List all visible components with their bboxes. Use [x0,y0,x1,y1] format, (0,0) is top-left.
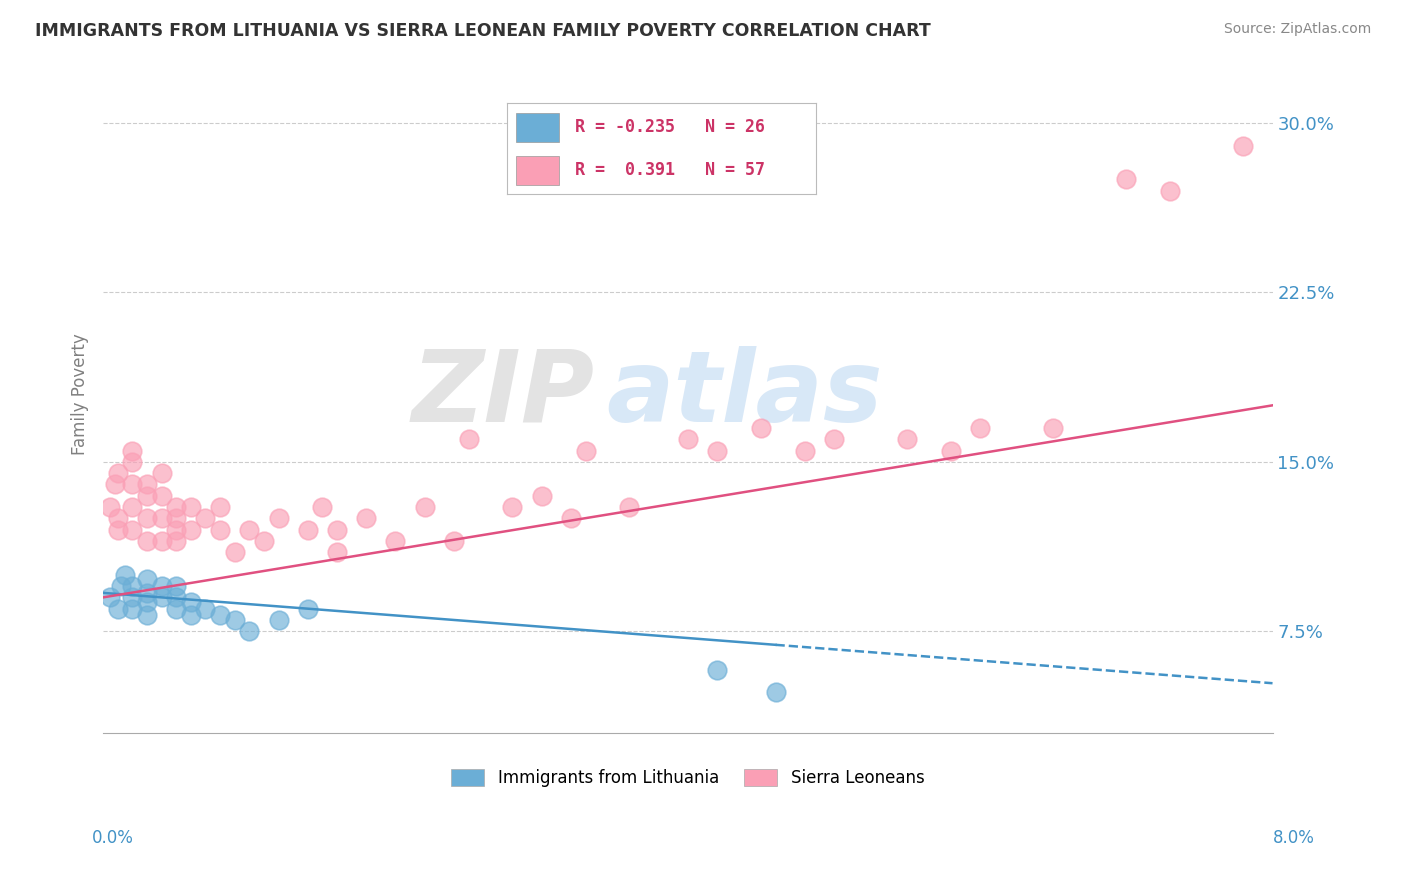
Point [121,455,143,469]
Point [457,432,479,446]
Point [150,511,173,525]
Point [107,466,129,480]
Point [1159,184,1181,198]
Point [969,421,991,435]
Point [150,489,173,503]
Point [384,533,406,548]
Point [297,601,319,615]
Point [121,579,143,593]
Point [706,663,728,677]
Point [209,523,232,537]
Text: atlas: atlas [606,345,883,442]
Point [530,489,553,503]
Point [150,533,173,548]
Text: 8.0%: 8.0% [1272,829,1315,847]
Point [136,572,159,586]
Point [209,608,232,623]
Point [121,523,143,537]
Point [121,591,143,605]
Point [749,421,772,435]
Point [311,500,333,514]
Point [121,477,143,491]
Point [180,523,202,537]
Point [165,523,187,537]
Point [574,443,596,458]
Point [297,523,319,537]
Point [150,591,173,605]
Text: ZIP: ZIP [412,345,595,442]
Point [209,500,232,514]
Point [180,608,202,623]
Point [121,601,143,615]
Point [194,511,217,525]
Text: Source: ZipAtlas.com: Source: ZipAtlas.com [1223,22,1371,37]
Point [136,608,159,623]
Y-axis label: Family Poverty: Family Poverty [72,334,89,455]
Point [1232,138,1254,153]
Point [150,579,173,593]
Point [1115,172,1137,186]
Point [165,601,187,615]
Point [180,595,202,609]
Point [560,511,582,525]
Point [501,500,523,514]
Point [121,443,143,458]
Point [100,500,122,514]
Point [326,545,349,559]
Point [413,500,436,514]
Point [224,545,246,559]
Point [104,477,127,491]
Point [443,533,465,548]
Point [238,624,260,639]
Point [267,613,290,627]
Point [136,489,159,503]
Point [136,595,159,609]
Point [110,579,132,593]
Point [107,601,129,615]
Point [194,601,217,615]
Point [165,500,187,514]
Text: IMMIGRANTS FROM LITHUANIA VS SIERRA LEONEAN FAMILY POVERTY CORRELATION CHART: IMMIGRANTS FROM LITHUANIA VS SIERRA LEON… [35,22,931,40]
Point [136,586,159,600]
Point [706,443,728,458]
Point [1042,421,1064,435]
Point [765,685,787,699]
Point [253,533,276,548]
Point [238,523,260,537]
Point [165,579,187,593]
Point [150,466,173,480]
Point [100,591,122,605]
Point [326,523,349,537]
Point [354,511,377,525]
Point [676,432,699,446]
Point [896,432,918,446]
Legend: Immigrants from Lithuania, Sierra Leoneans: Immigrants from Lithuania, Sierra Leonea… [443,761,932,796]
Point [136,533,159,548]
Point [165,533,187,548]
Point [619,500,641,514]
Point [267,511,290,525]
Point [165,591,187,605]
Point [939,443,962,458]
Point [793,443,815,458]
Point [136,511,159,525]
Point [224,613,246,627]
Point [121,500,143,514]
Point [136,477,159,491]
Point [107,523,129,537]
Point [114,567,136,582]
Point [180,500,202,514]
Text: 0.0%: 0.0% [91,829,134,847]
Point [107,511,129,525]
Point [823,432,845,446]
Point [165,511,187,525]
